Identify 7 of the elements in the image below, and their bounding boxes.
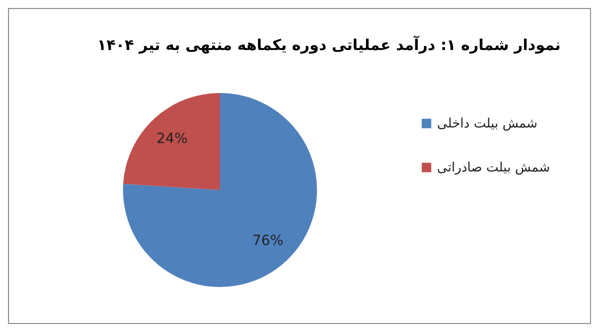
pie-slice — [123, 93, 317, 287]
legend-label: شمش بیلت داخلی — [437, 116, 538, 132]
data-label: 24% — [156, 130, 188, 147]
legend-label: شمش بیلت صادراتی — [437, 160, 550, 176]
data-label: 76% — [252, 233, 284, 250]
chart-title: نمودار شماره ۱: درآمد عملیاتی دوره یکماهه منتهی به تیر ۱۴۰۴ — [97, 35, 561, 54]
pie-slice — [123, 93, 220, 190]
